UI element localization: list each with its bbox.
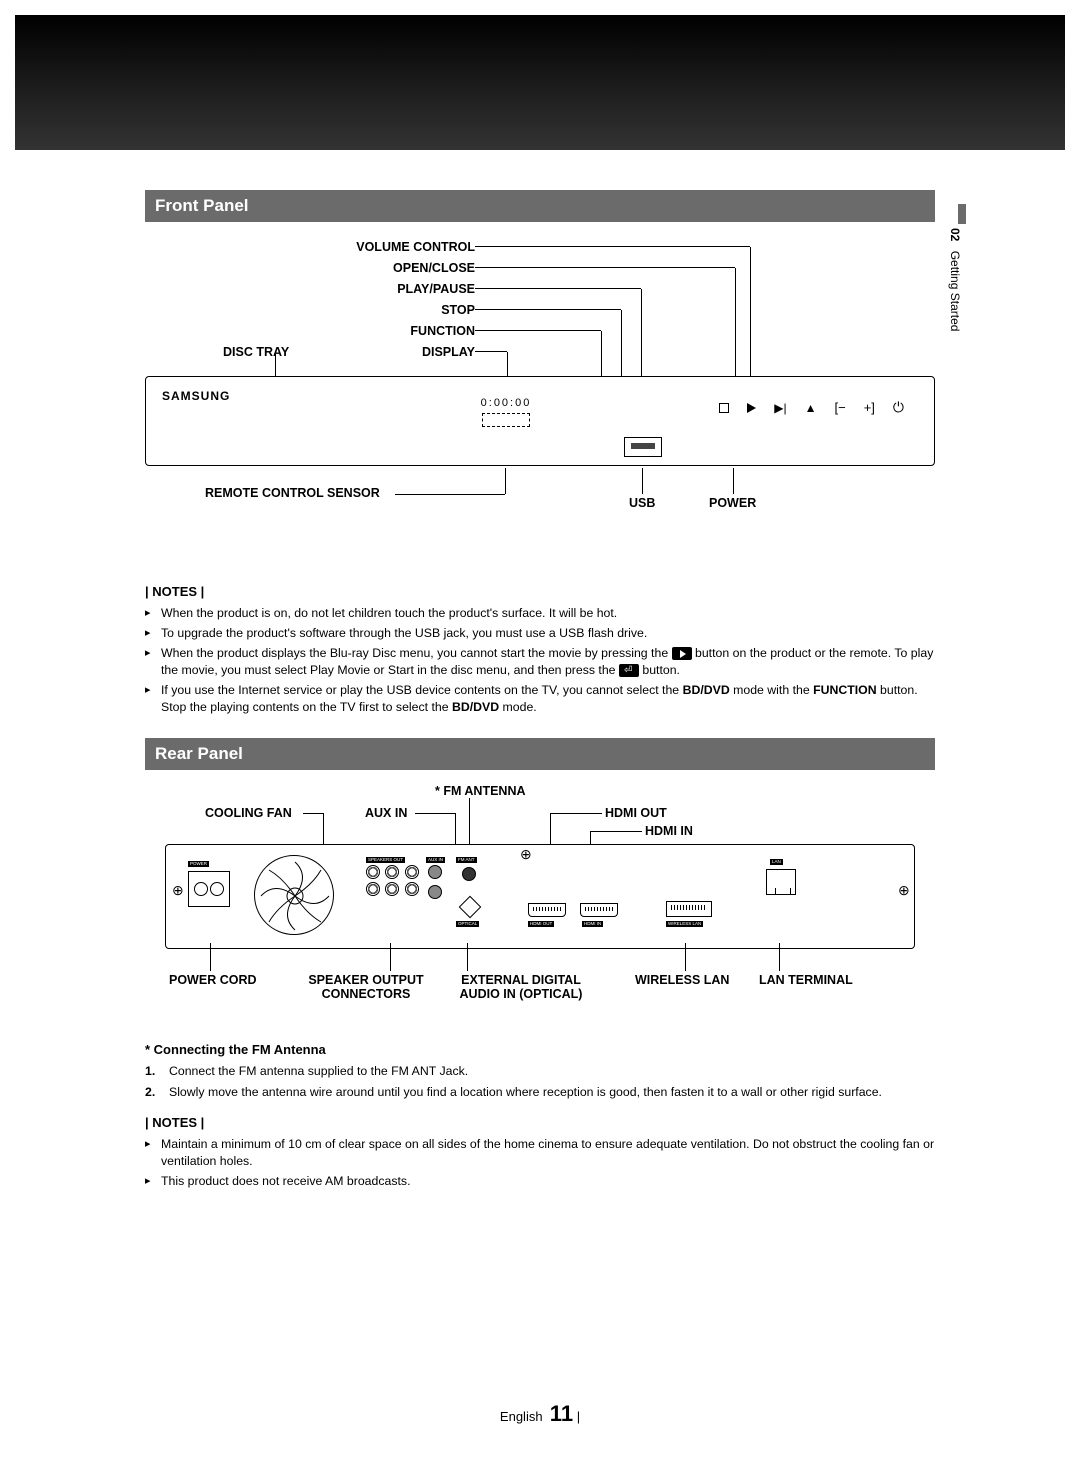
page-content: Front Panel VOLUME CONTROL OPEN/CLOSE PL… bbox=[145, 190, 935, 1193]
label-function: FUNCTION bbox=[335, 324, 475, 338]
screw-icon: ⊕ bbox=[898, 885, 908, 895]
label-power: POWER bbox=[709, 496, 756, 510]
fm-steps: 1.Connect the FM antenna supplied to the… bbox=[145, 1063, 935, 1101]
eject-icon: ▲ bbox=[805, 401, 817, 415]
mini-hdmi-in: HDMI IN bbox=[582, 921, 603, 927]
note-item: Maintain a minimum of 10 cm of clear spa… bbox=[145, 1136, 935, 1170]
skip-icon: ▶| bbox=[774, 401, 786, 415]
label-speaker-out: SPEAKER OUTPUT CONNECTORS bbox=[291, 973, 441, 1001]
rear-cooling-fan bbox=[254, 855, 334, 935]
side-tab: 02 Getting Started bbox=[948, 228, 962, 331]
fan-icon bbox=[255, 856, 335, 936]
notes-list-2: Maintain a minimum of 10 cm of clear spa… bbox=[145, 1136, 935, 1190]
label-display: DISPLAY bbox=[335, 345, 475, 359]
front-icon-row: ▶| ▲ [− +] ⏻ bbox=[719, 399, 904, 416]
note-item: When the product is on, do not let child… bbox=[145, 605, 935, 622]
mini-power: POWER bbox=[188, 861, 209, 867]
note-item: To upgrade the product's software throug… bbox=[145, 625, 935, 642]
mini-hdmi-out: HDMI OUT bbox=[528, 921, 554, 927]
front-below-labels: REMOTE CONTROL SENSOR USB POWER bbox=[145, 468, 935, 518]
note-item: If you use the Internet service or play … bbox=[145, 682, 935, 716]
device-front: SAMSUNG 0:00:00 ▶| ▲ [− +] ⏻ bbox=[145, 376, 935, 466]
fm-antenna-heading: * Connecting the FM Antenna bbox=[145, 1042, 935, 1057]
label-hdmi-in: HDMI IN bbox=[645, 824, 693, 838]
list-item: 1.Connect the FM antenna supplied to the… bbox=[145, 1063, 935, 1080]
rear-power-jack bbox=[188, 871, 230, 907]
vol-plus-icon: +] bbox=[864, 400, 875, 415]
screw-icon: ⊕ bbox=[520, 849, 530, 859]
rear-fm-jack bbox=[462, 867, 476, 881]
label-aux-in: AUX IN bbox=[365, 806, 407, 820]
mini-optical: OPTICAL bbox=[456, 921, 479, 927]
stop-icon bbox=[719, 403, 729, 413]
label-power-cord: POWER CORD bbox=[169, 973, 257, 987]
rear-hdmi-in bbox=[580, 903, 618, 917]
mini-speakers: SPEAKERS OUT bbox=[366, 857, 405, 863]
mini-lan: LAN bbox=[770, 859, 783, 865]
label-hdmi-out: HDMI OUT bbox=[605, 806, 667, 820]
vol-minus-icon: [− bbox=[834, 400, 845, 415]
label-playpause: PLAY/PAUSE bbox=[335, 282, 475, 296]
front-panel-diagram: VOLUME CONTROL OPEN/CLOSE PLAY/PAUSE STO… bbox=[145, 236, 935, 566]
label-optical: EXTERNAL DIGITAL AUDIO IN (OPTICAL) bbox=[441, 973, 601, 1001]
label-usb: USB bbox=[629, 496, 655, 510]
label-cooling-fan: COOLING FAN bbox=[205, 806, 292, 820]
mini-fm: FM ANT bbox=[456, 857, 477, 863]
page-footer: English 11 | bbox=[0, 1401, 1080, 1427]
rear-hdmi-out bbox=[528, 903, 566, 917]
top-gradient-band bbox=[15, 15, 1065, 150]
notes-list-1: When the product is on, do not let child… bbox=[145, 605, 935, 716]
notes-header-2: | NOTES | bbox=[145, 1115, 935, 1130]
note-item: When the product displays the Blu-ray Di… bbox=[145, 645, 935, 679]
rear-panel-diagram: * FM ANTENNA COOLING FAN AUX IN HDMI OUT… bbox=[145, 784, 935, 1024]
rear-lan-terminal bbox=[766, 869, 796, 895]
side-tab-marker bbox=[958, 204, 966, 224]
side-tab-title: Getting Started bbox=[948, 251, 962, 332]
device-rear: ⊕ ⊕ ⊕ POWER bbox=[165, 844, 915, 949]
screw-icon: ⊕ bbox=[172, 885, 182, 895]
mini-wlan: WIRELESS LAN bbox=[666, 921, 703, 927]
footer-page-number: 11 bbox=[550, 1401, 573, 1426]
brand-logo: SAMSUNG bbox=[162, 389, 230, 403]
label-remote-sensor: REMOTE CONTROL SENSOR bbox=[205, 486, 380, 500]
note-item: This product does not receive AM broadca… bbox=[145, 1173, 935, 1190]
rear-wireless-lan bbox=[666, 901, 712, 917]
label-lan: LAN TERMINAL bbox=[759, 973, 853, 987]
label-wlan: WIRELESS LAN bbox=[635, 973, 729, 987]
front-display: 0:00:00 bbox=[456, 397, 556, 430]
mini-aux: AUX IN bbox=[426, 857, 445, 863]
display-digits: 0:00:00 bbox=[456, 397, 556, 409]
label-fm-antenna: * FM ANTENNA bbox=[435, 784, 526, 798]
list-item: 2.Slowly move the antenna wire around un… bbox=[145, 1084, 935, 1101]
rear-optical-in bbox=[459, 895, 482, 918]
label-openclose: OPEN/CLOSE bbox=[335, 261, 475, 275]
label-disctray: DISC TRAY bbox=[223, 345, 269, 359]
play-icon bbox=[747, 403, 756, 413]
usb-slot bbox=[624, 437, 662, 457]
footer-lang: English bbox=[500, 1409, 543, 1424]
power-icon: ⏻ bbox=[893, 399, 904, 416]
section-header-front: Front Panel bbox=[145, 190, 935, 222]
section-header-rear: Rear Panel bbox=[145, 738, 935, 770]
rear-bottom-labels: POWER CORD SPEAKER OUTPUT CONNECTORS EXT… bbox=[145, 957, 935, 1005]
side-tab-num: 02 bbox=[948, 228, 962, 241]
rear-speaker-out bbox=[366, 865, 421, 913]
notes-header-1: | NOTES | bbox=[145, 584, 935, 599]
label-volume: VOLUME CONTROL bbox=[335, 240, 475, 254]
display-dash-icon bbox=[482, 413, 530, 427]
label-stop: STOP bbox=[335, 303, 475, 317]
rear-aux-in bbox=[428, 865, 452, 909]
rear-top-labels: * FM ANTENNA COOLING FAN AUX IN HDMI OUT… bbox=[145, 784, 935, 838]
